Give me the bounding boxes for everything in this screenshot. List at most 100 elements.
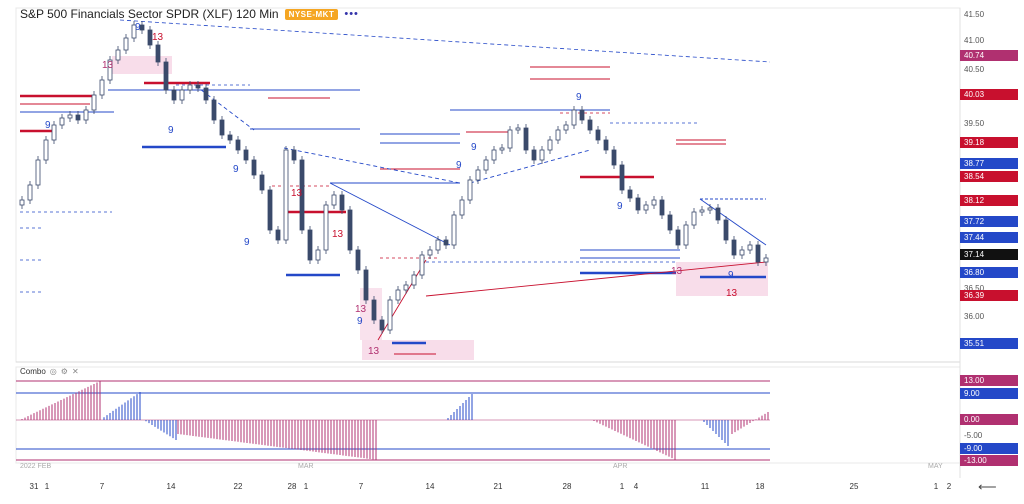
candle-body	[539, 149, 545, 161]
candle-body	[443, 239, 449, 246]
indicator-header: Combo ◎ ⚙ ✕	[20, 367, 79, 376]
candle-body	[331, 194, 337, 206]
candle-body	[171, 89, 177, 101]
candle-body	[203, 87, 209, 101]
price-tick: 36.50	[964, 284, 985, 293]
day-tick: 31	[29, 482, 39, 491]
indicator-label: 13.00	[960, 375, 1018, 386]
td-count: 9	[456, 160, 462, 171]
candle-body	[27, 184, 33, 201]
candle-body	[627, 189, 633, 199]
candle-body	[179, 89, 185, 101]
price-label: 37.44	[960, 232, 1018, 243]
candle-body	[715, 207, 721, 221]
day-tick: 14	[166, 482, 176, 491]
candle-body	[123, 37, 129, 51]
candle-body	[291, 149, 297, 161]
candle-body	[115, 49, 121, 61]
candle-body	[75, 114, 81, 121]
td-count: 9	[168, 125, 174, 136]
candle-body	[739, 249, 745, 256]
day-tick: 28	[562, 482, 572, 491]
candlesticks	[19, 21, 769, 334]
candle-body	[267, 189, 273, 231]
day-tick: 1	[44, 482, 50, 491]
candle-body	[67, 114, 73, 119]
candle-body	[723, 219, 729, 241]
candle-body	[555, 129, 561, 141]
candle-body	[651, 199, 657, 206]
price-label: 36.39	[960, 290, 1018, 301]
candle-body	[227, 134, 233, 141]
td-count: 13	[726, 288, 738, 299]
tdst-zone	[360, 288, 382, 340]
day-tick: 1	[933, 482, 939, 491]
month-label: MAY	[928, 463, 943, 470]
candle-body	[579, 109, 585, 121]
candle-body	[307, 229, 313, 261]
indicator-label: 0.00	[960, 414, 1018, 425]
back-arrow-icon[interactable]: ⟵	[978, 479, 997, 494]
candle-body	[243, 149, 249, 161]
eye-icon[interactable]: ◎	[49, 367, 57, 376]
candle-body	[339, 194, 345, 211]
candle-body	[747, 244, 753, 251]
candle-body	[499, 147, 505, 151]
candle-body	[195, 84, 201, 89]
td-count: 13	[355, 304, 367, 315]
price-tick: 40.50	[964, 65, 985, 74]
month-label: APR	[613, 463, 628, 470]
td-count: 9	[45, 120, 51, 131]
day-tick: 28	[287, 482, 297, 491]
price-label: 39.18	[960, 137, 1018, 148]
day-tick: 18	[755, 482, 765, 491]
candle-body	[619, 164, 625, 191]
candle-body	[483, 159, 489, 171]
indicator-histogram	[21, 381, 769, 460]
day-tick: 2	[946, 482, 952, 491]
gear-icon[interactable]: ⚙	[60, 367, 68, 376]
candle-body	[155, 44, 161, 63]
candle-body	[395, 289, 401, 301]
chart-header: S&P 500 Financials Sector SPDR (XLF) 120…	[20, 6, 359, 22]
td-count: 9	[244, 237, 250, 248]
candle-body	[19, 199, 25, 206]
price-label: 38.77	[960, 158, 1018, 169]
candle-body	[275, 229, 281, 241]
candle-body	[83, 109, 89, 121]
td-count: 9	[233, 164, 239, 175]
day-tick: 25	[849, 482, 859, 491]
candle-body	[43, 139, 49, 161]
indicator-levels	[16, 380, 770, 461]
candle-body	[187, 84, 193, 91]
candle-body	[371, 299, 377, 321]
candle-body	[147, 29, 153, 46]
td-count: 9	[576, 92, 582, 103]
candle-body	[219, 119, 225, 136]
price-label: 38.54	[960, 171, 1018, 182]
candle-body	[299, 159, 305, 231]
indicator-name: Combo	[20, 367, 46, 376]
candle-body	[563, 124, 569, 131]
day-tick: 4	[633, 482, 639, 491]
candle-body	[411, 274, 417, 286]
close-icon[interactable]: ✕	[71, 367, 79, 376]
td-count: 9	[471, 142, 477, 153]
candle-body	[259, 174, 265, 191]
time-axis[interactable]: 31 1 7 14 22 28 1 7 14 21 28 1 4 11 18 2…	[0, 478, 960, 498]
current-price-label: 37.14	[960, 249, 1018, 260]
candle-body	[35, 159, 41, 186]
candle-body	[459, 199, 465, 216]
candle-body	[403, 284, 409, 291]
candle-body	[283, 149, 289, 241]
td-count: 13	[671, 266, 683, 277]
candle-body	[755, 244, 761, 263]
support-lines	[20, 89, 766, 259]
price-axis[interactable]: 41.50 41.00 40.74 40.50 40.03 39.50 39.1…	[960, 0, 1024, 504]
candle-body	[363, 269, 369, 301]
candle-body	[675, 229, 681, 246]
candle-body	[323, 204, 329, 251]
candle-body	[51, 124, 57, 141]
more-menu-icon[interactable]: •••	[344, 8, 359, 20]
